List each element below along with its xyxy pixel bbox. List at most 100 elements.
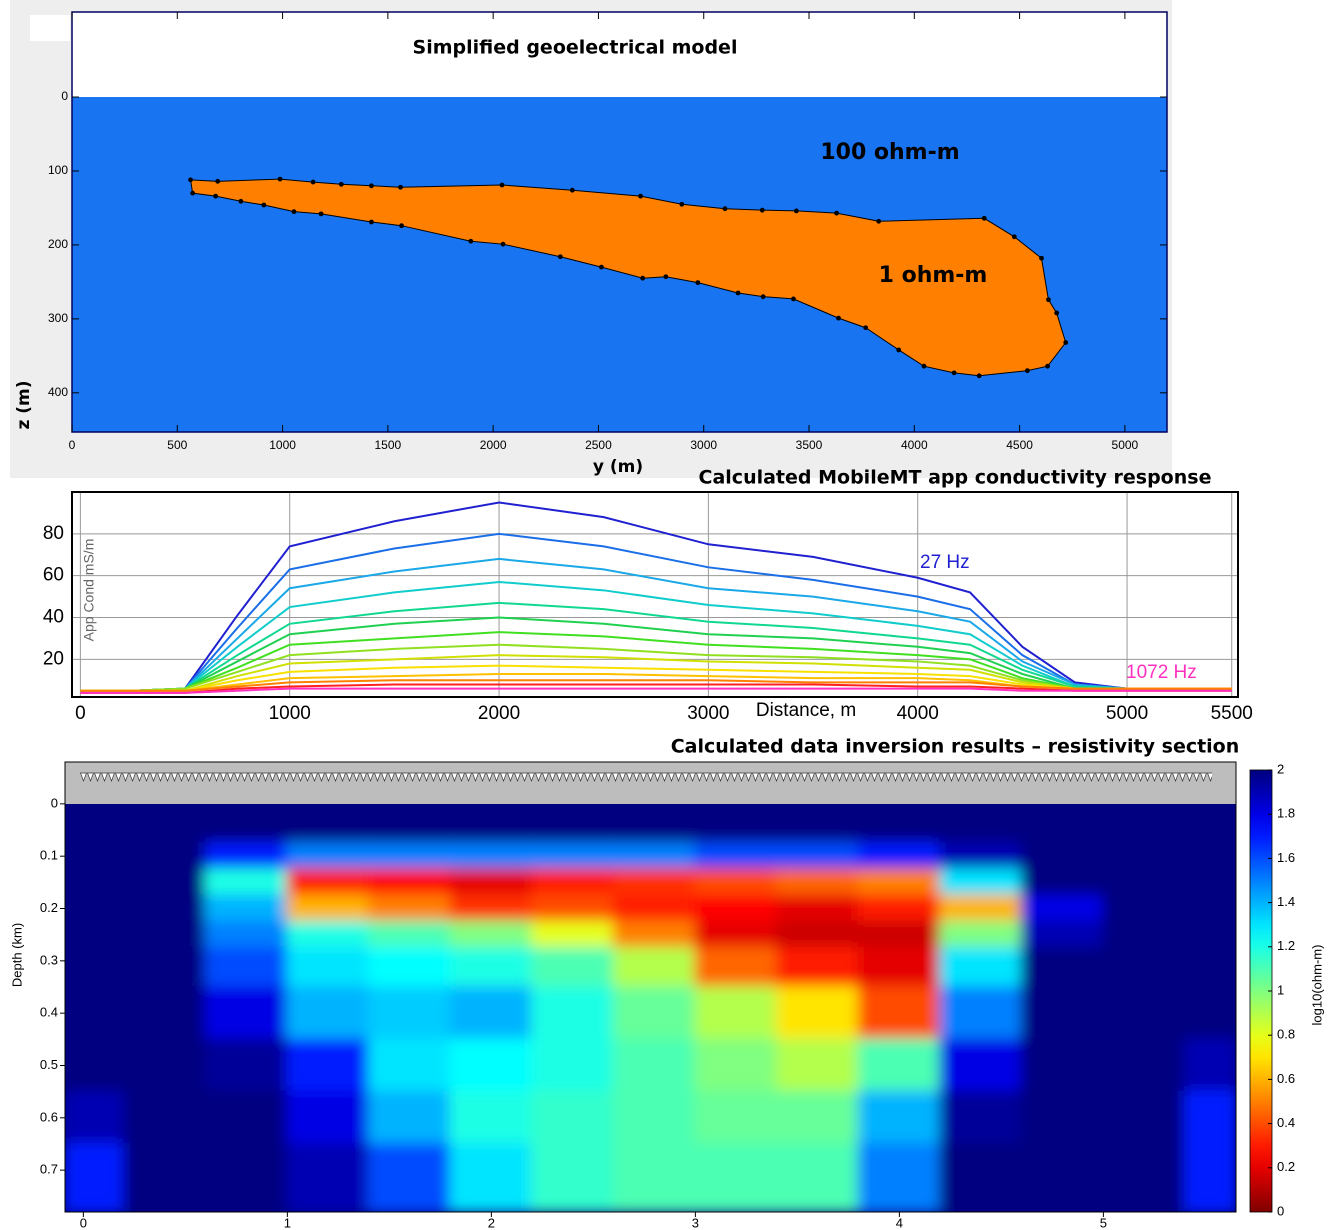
vertex <box>759 207 765 213</box>
cell <box>1020 1038 1105 1093</box>
x-tick-label: 4000 <box>897 703 939 724</box>
vertex <box>369 183 374 189</box>
cell <box>775 894 860 923</box>
cell <box>531 1090 615 1145</box>
cell <box>694 842 778 871</box>
vertex <box>1039 255 1044 261</box>
vertex <box>238 198 244 204</box>
cell <box>286 1038 370 1093</box>
cell <box>694 1142 778 1212</box>
chart-title: Calculated data inversion results – resi… <box>671 736 1240 758</box>
cell <box>204 842 289 871</box>
cell <box>1102 946 1186 988</box>
cell <box>775 920 860 949</box>
cell <box>531 1038 615 1093</box>
y-tick-label: 0.2 <box>40 900 58 915</box>
cell <box>123 986 207 1041</box>
cell <box>694 868 778 897</box>
vertex <box>557 254 563 260</box>
cell <box>694 920 778 949</box>
cell <box>939 920 1023 949</box>
cell <box>449 1038 534 1093</box>
vertex <box>976 373 982 379</box>
vertex <box>663 274 669 280</box>
y-axis-label: App Cond mS/m <box>81 539 97 642</box>
series-line <box>80 631 1232 692</box>
vertex <box>793 208 799 214</box>
cell <box>1102 986 1186 1041</box>
vertex <box>369 219 374 225</box>
cell <box>65 1142 126 1212</box>
x-tick-label: 4 <box>896 1215 903 1230</box>
vertex <box>215 178 221 184</box>
cell <box>123 920 207 949</box>
cell <box>939 1038 1023 1093</box>
vertex <box>398 184 403 190</box>
cell <box>449 920 534 949</box>
x-tick-label: 2000 <box>478 703 520 724</box>
cell <box>612 946 697 988</box>
cell <box>1102 894 1186 923</box>
series-label: 27 Hz <box>920 552 970 573</box>
cell <box>1102 1090 1186 1145</box>
vertex <box>1045 363 1051 369</box>
series-line <box>80 643 1232 692</box>
cell <box>1183 868 1236 897</box>
vertex <box>1063 340 1069 345</box>
cell <box>939 1142 1023 1212</box>
cell <box>367 1038 452 1093</box>
x-tick-label: 5000 <box>1106 703 1148 724</box>
cell <box>367 868 452 897</box>
cell <box>1102 868 1186 897</box>
vertex <box>190 190 196 196</box>
colorbar-tick-label: 1 <box>1277 982 1284 997</box>
plot-frame <box>71 491 1239 698</box>
vertex <box>981 215 987 221</box>
series-label: 1072 Hz <box>1126 662 1197 683</box>
cell <box>612 894 697 923</box>
cell <box>1020 986 1105 1041</box>
vertex <box>638 193 643 199</box>
series-line <box>80 654 1232 692</box>
y-tick-label: 0 <box>51 795 58 810</box>
vertex <box>261 202 267 208</box>
vertex <box>760 294 766 300</box>
cell <box>367 920 452 949</box>
cell <box>857 1142 942 1212</box>
cell <box>449 842 534 871</box>
cell <box>1183 986 1236 1041</box>
chart-title: Calculated MobileMT app conductivity res… <box>699 467 1212 489</box>
cell <box>531 842 615 871</box>
cell <box>65 894 126 923</box>
x-axis-label: y (m) <box>593 457 643 477</box>
cell <box>939 868 1023 897</box>
cell <box>65 946 126 988</box>
x-tick-label: 5500 <box>1211 703 1253 724</box>
cell <box>449 1142 534 1212</box>
cell <box>65 986 126 1041</box>
vertex <box>499 182 505 188</box>
x-tick-label: 2000 <box>480 438 507 452</box>
y-tick-label: 0.3 <box>40 952 58 967</box>
vertex <box>1011 234 1017 240</box>
y-tick-label: 400 <box>48 385 68 399</box>
y-tick-label: 0.6 <box>40 1109 58 1124</box>
inversion-chart: 0 1 2 3 4 5 0 0.1 0.2 0.3 0.4 0.5 0.6 0.7 0 0.2 0.4 0.6 0.… <box>40 761 1295 1230</box>
series-line <box>80 532 1232 692</box>
overlay-text: Simplified geoelectrical model 100 ohm-m… <box>9 37 1324 1026</box>
cell <box>204 1142 289 1212</box>
y-tick-label: 60 <box>43 565 64 586</box>
cell <box>694 986 778 1041</box>
vertex <box>735 290 741 296</box>
cell <box>775 805 860 845</box>
cell <box>286 894 370 923</box>
cell <box>857 805 942 845</box>
cell <box>1020 868 1105 897</box>
x-tick-label: 500 <box>167 438 187 452</box>
vertex <box>679 201 685 207</box>
cell <box>857 1090 942 1145</box>
cell <box>204 920 289 949</box>
y-tick-label: 0 <box>61 89 68 103</box>
vertex <box>1046 297 1051 303</box>
cell <box>939 986 1023 1041</box>
